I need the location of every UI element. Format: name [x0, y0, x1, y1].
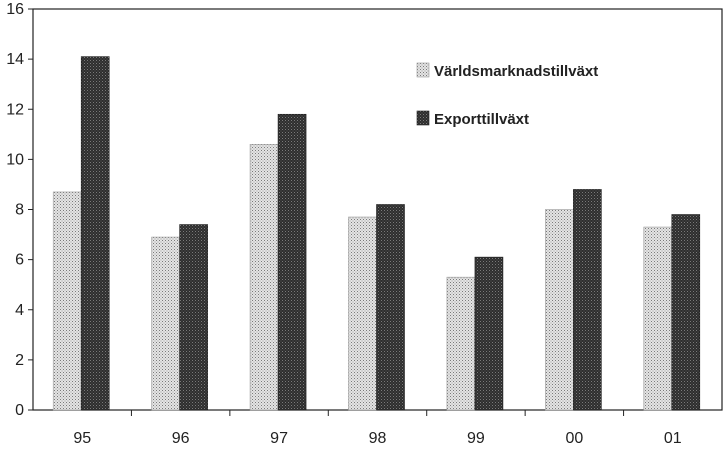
- y-tick-label: 4: [15, 302, 24, 319]
- x-tick-label: 95: [73, 430, 91, 447]
- bar-exporttillvaxt: [376, 204, 405, 411]
- y-tick-label: 10: [6, 151, 24, 168]
- y-tick-label: 0: [15, 402, 24, 419]
- legend: Världsmarknadstillväxt Exporttillväxt: [416, 62, 598, 128]
- y-tick-label: 6: [15, 252, 24, 269]
- bars: [52, 56, 701, 411]
- legend-swatch-varldsmarknadstillvaxt: [416, 62, 430, 78]
- y-tick-label: 8: [15, 202, 24, 219]
- bar-varldsmarknadstillvaxt: [643, 226, 673, 411]
- bar-varldsmarknadstillvaxt: [52, 191, 82, 411]
- bar-exporttillvaxt: [277, 113, 307, 411]
- bar-exporttillvaxt: [179, 224, 208, 411]
- legend-label-varldsmarknadstillvaxt: Världsmarknadstillväxt: [434, 63, 598, 80]
- x-tick-label: 98: [369, 430, 387, 447]
- bar-varldsmarknadstillvaxt: [446, 276, 476, 411]
- legend-swatch-exporttillvaxt: [416, 110, 430, 126]
- y-tick-label: 2: [15, 352, 24, 369]
- bar-varldsmarknadstillvaxt: [249, 144, 279, 411]
- bar-exporttillvaxt: [671, 214, 701, 411]
- x-axis: 95 96 97 98 99 00 01: [73, 410, 682, 447]
- x-tick-label: 97: [270, 430, 288, 447]
- bar-exporttillvaxt: [474, 256, 504, 411]
- x-tick-label: 01: [664, 430, 682, 447]
- y-axis: 0 2 4 6 8 10 12 14 16: [6, 1, 33, 419]
- bar-exporttillvaxt: [80, 56, 110, 411]
- x-tick-label: 00: [565, 430, 583, 447]
- y-tick-label: 16: [6, 1, 24, 18]
- legend-label-exporttillvaxt: Exporttillväxt: [434, 111, 529, 128]
- y-tick-label: 12: [6, 101, 24, 118]
- bar-varldsmarknadstillvaxt: [348, 216, 377, 411]
- bar-varldsmarknadstillvaxt: [151, 236, 180, 411]
- x-tick-label: 99: [467, 430, 485, 447]
- y-tick-label: 14: [6, 51, 24, 68]
- bar-varldsmarknadstillvaxt: [545, 209, 574, 411]
- x-tick-label: 96: [172, 430, 190, 447]
- bar-exporttillvaxt: [573, 189, 602, 411]
